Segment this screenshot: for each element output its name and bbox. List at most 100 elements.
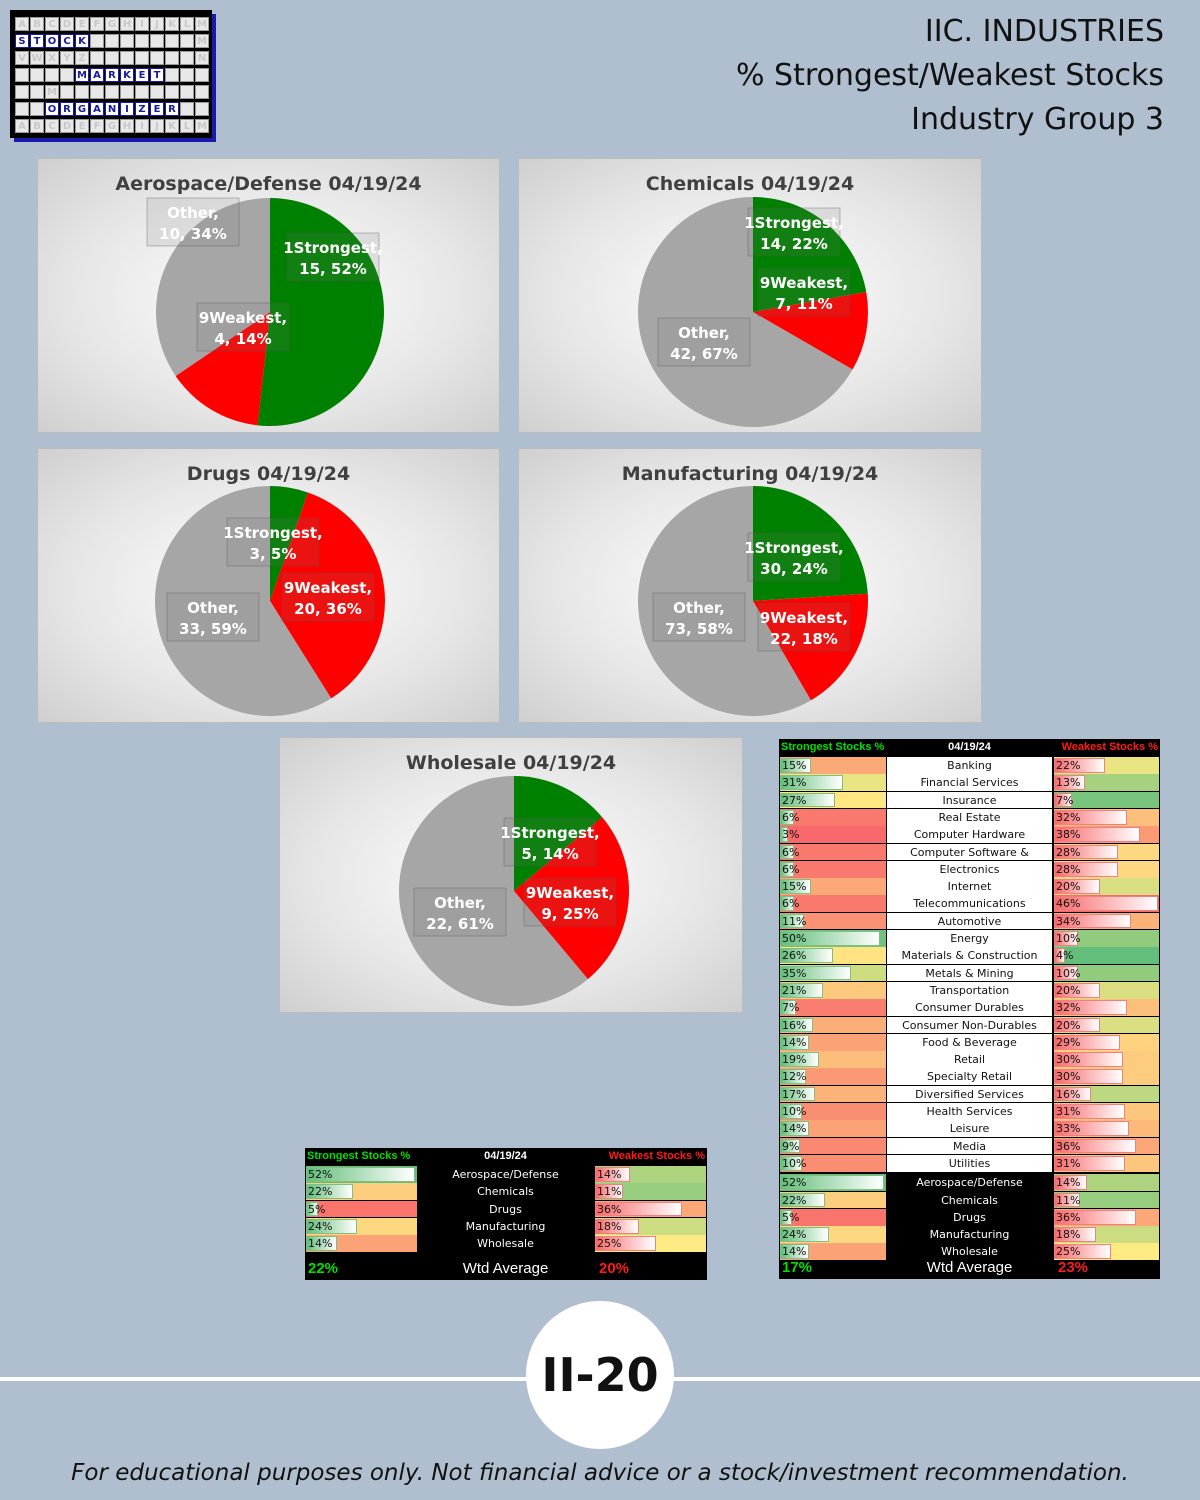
weakest-value: 14% (1056, 1176, 1081, 1190)
weakest-databar (1054, 1244, 1112, 1260)
strongest-databar (780, 809, 794, 825)
data-label-value: 73, 58% (665, 620, 733, 638)
logo-letter-cell: D (60, 17, 74, 31)
logo-letter-cell: I (135, 119, 149, 133)
strongest-cell: 5% (306, 1200, 417, 1218)
table-row: 10% Utilities 31% (779, 1154, 1160, 1172)
weakest-databar (1054, 931, 1079, 946)
pie-slice-1strongest (514, 776, 603, 891)
data-label-name: 1Strongest, (500, 824, 600, 842)
date-header: 04/19/24 (948, 741, 991, 753)
strongest-value: 24% (782, 1228, 807, 1242)
strongest-cell: 22% (780, 1191, 886, 1209)
strongest-cell: 3% (780, 826, 886, 843)
disclaimer-text: For educational purposes only. Not finan… (71, 1460, 1129, 1486)
industry-name: Computer Hardware (887, 826, 1052, 843)
logo-letter-cell: M (195, 17, 209, 31)
logo-letter-cell: S (15, 34, 29, 48)
weakest-databar (1054, 844, 1119, 860)
strongest-cell: 15% (780, 878, 886, 895)
strongest-cell: 14% (780, 1243, 886, 1261)
weakest-databar (595, 1218, 640, 1234)
weakest-value: 38% (1056, 828, 1081, 842)
logo-letter-cell: H (120, 17, 134, 31)
page-number: II-20 (541, 1348, 659, 1402)
weakest-value: 33% (1056, 1122, 1081, 1136)
logo-letter-cell: A (90, 102, 104, 116)
weakest-value: 34% (1056, 914, 1081, 928)
strongest-header: Strongest Stocks % (307, 1150, 411, 1162)
table-row: 14% Leisure 33% (779, 1120, 1160, 1138)
pie-svg: 1Strongest, 14, 22% 9Weakest, 7, 11% Other, 4… (637, 197, 868, 427)
logo-letter-cell (180, 51, 194, 65)
logo-letter-cell: M (195, 34, 209, 48)
logo-letter-cell: A (90, 68, 104, 82)
logo-letter-cell (135, 34, 149, 48)
data-label-name: 9Weakest, (760, 609, 848, 627)
weakest-value: 7% (1056, 793, 1074, 807)
data-label-value: 33, 59% (179, 620, 247, 638)
weakest-value: 25% (597, 1237, 622, 1251)
strongest-databar (306, 1201, 319, 1217)
industry-name: Food & Beverage (887, 1033, 1052, 1051)
strongest-databar (780, 948, 833, 964)
logo-letter-cell (15, 85, 29, 99)
weakest-cell: 34% (1054, 912, 1159, 930)
industry-name: Aerospace/Defense (887, 1174, 1052, 1191)
weakest-databar (1054, 879, 1101, 894)
weakest-value: 18% (1056, 1228, 1081, 1242)
logo-letter-cell: J (150, 17, 164, 31)
industry-name: Drugs (418, 1200, 593, 1218)
strongest-databar (780, 1017, 814, 1033)
strongest-value: 5% (308, 1202, 326, 1216)
strongest-cell: 16% (780, 1016, 886, 1034)
logo-letter-cell (195, 102, 209, 116)
industry-name: Leisure (887, 1120, 1052, 1138)
weakest-cell: 20% (1054, 878, 1159, 895)
logo-letter-cell: B (30, 119, 44, 133)
logo-letter-cell: G (75, 102, 89, 116)
weakest-cell: 18% (1054, 1226, 1159, 1243)
strongest-databar (780, 879, 812, 894)
pie-svg: 1Strongest, 3, 5% 9Weakest, 20, 36% Other, 33… (154, 486, 385, 716)
weakest-databar (1054, 1227, 1096, 1242)
strongest-value: 35% (782, 966, 807, 980)
industry-name: Manufacturing (887, 1226, 1052, 1243)
weakest-databar (1054, 896, 1158, 912)
weakest-cell: 32% (1054, 999, 1159, 1016)
pie-slice-9weakest (753, 292, 868, 370)
pie-title: Wholesale 04/19/24 (405, 752, 617, 774)
table-row: 50% Energy 10% (779, 930, 1160, 947)
industry-name: Drugs (887, 1208, 1052, 1226)
logo-letter-cell: Z (135, 102, 149, 116)
strongest-databar (780, 792, 835, 808)
industry-name: Chemicals (418, 1183, 593, 1201)
strongest-cell: 52% (306, 1166, 417, 1183)
strongest-databar (780, 982, 824, 998)
strongest-databar (780, 1052, 820, 1067)
industry-name: Banking (887, 757, 1052, 774)
strongest-databar (780, 896, 794, 912)
logo-letter-cell: F (90, 119, 104, 133)
logo-letter-cell (60, 85, 74, 99)
weakest-databar (1054, 913, 1132, 929)
strongest-databar (780, 1034, 810, 1050)
data-label-value: 22, 18% (770, 630, 838, 648)
weakest-cell: 36% (595, 1200, 706, 1218)
weakest-cell: 18% (595, 1217, 706, 1235)
logo-letter-cell: I (135, 17, 149, 31)
weakest-value: 31% (1056, 1105, 1081, 1118)
weakest-cell: 25% (595, 1235, 706, 1252)
logo-letter-cell (15, 102, 29, 116)
weakest-cell: 11% (1054, 1191, 1159, 1209)
weakest-value: 18% (597, 1219, 622, 1233)
weakest-cell: 31% (1054, 1154, 1159, 1172)
weakest-cell: 33% (1054, 1120, 1159, 1138)
industry-name: Financial Services (887, 774, 1052, 792)
weakest-cell: 36% (1054, 1137, 1159, 1155)
wtd-average-strongest: 17% (782, 1259, 813, 1276)
strongest-databar (306, 1218, 358, 1234)
strongest-databar (780, 1209, 792, 1225)
weakest-cell: 29% (1054, 1033, 1159, 1051)
strongest-value: 14% (308, 1237, 333, 1251)
